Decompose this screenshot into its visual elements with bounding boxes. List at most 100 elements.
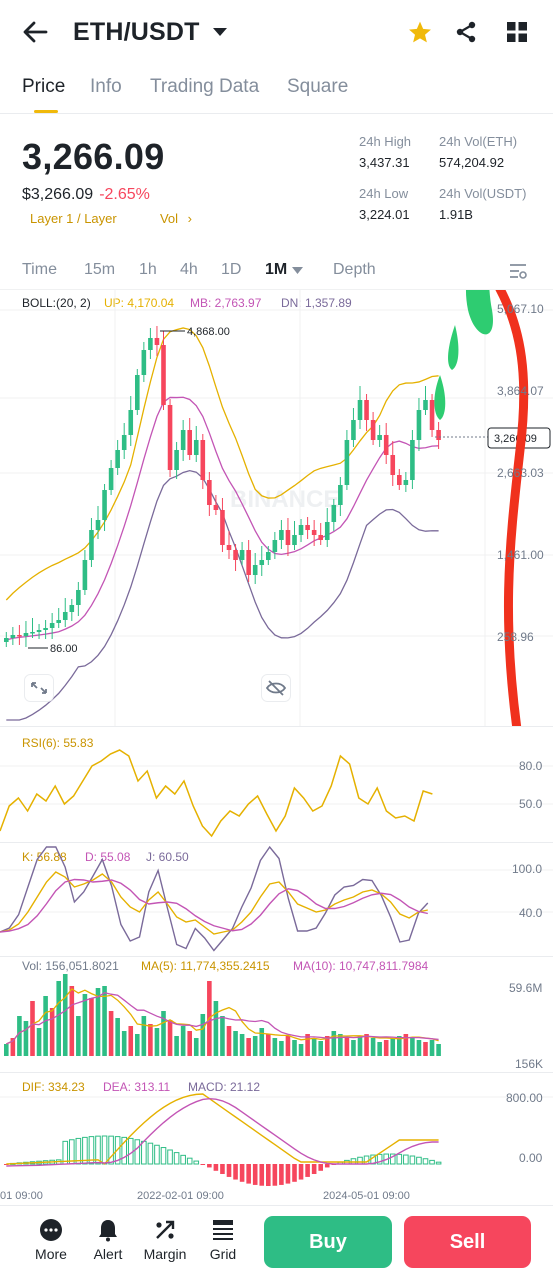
candle <box>187 430 192 455</box>
boll-mb-label: MB: 2,763.97 <box>190 296 262 310</box>
volume-bar <box>246 1038 251 1056</box>
rsi-chart[interactable] <box>0 726 553 842</box>
boll-params-label: BOLL:(20, 2) <box>22 296 91 310</box>
candle <box>17 635 22 637</box>
share-icon[interactable] <box>454 20 478 44</box>
panel-divider <box>0 842 553 843</box>
tab-trading-data[interactable]: Trading Data <box>150 76 260 97</box>
candle <box>108 468 114 490</box>
candle <box>180 430 186 450</box>
volume-bar <box>259 1028 265 1056</box>
macd-bar <box>292 1164 297 1182</box>
volume-bar <box>213 1001 219 1056</box>
candle <box>279 530 284 540</box>
pair-title[interactable]: ETH/USDT <box>73 18 200 46</box>
chart-settings-icon[interactable] <box>508 261 528 281</box>
timeframe-1d[interactable]: 1D <box>221 261 242 278</box>
sell-button[interactable]: Sell <box>404 1216 531 1268</box>
bell-icon <box>99 1220 117 1242</box>
volume-bar <box>135 1034 140 1056</box>
macd-bar <box>363 1155 370 1165</box>
candle <box>344 440 350 485</box>
macd-bar <box>422 1158 429 1165</box>
candle <box>49 623 55 628</box>
candle <box>403 480 409 485</box>
timeframe-depth[interactable]: Depth <box>333 261 376 278</box>
candle <box>305 525 310 530</box>
candle <box>351 420 356 440</box>
candle <box>121 435 127 450</box>
volume-bar <box>292 1040 297 1056</box>
volume-bar <box>76 1016 81 1056</box>
timeframe-15m[interactable]: 15m <box>84 261 116 278</box>
macd-bar <box>279 1164 284 1185</box>
candle <box>193 440 199 455</box>
macd-bar <box>213 1164 219 1171</box>
candle <box>252 565 258 575</box>
tab-info[interactable]: Info <box>90 76 122 97</box>
macd-bar <box>272 1164 278 1186</box>
tag-vol[interactable]: Vol <box>159 211 179 226</box>
macd-bar <box>226 1164 232 1177</box>
buy-button[interactable]: Buy <box>264 1216 392 1268</box>
candle <box>167 405 173 470</box>
volume-bar <box>69 986 75 1056</box>
volume-bar <box>102 986 107 1056</box>
candle <box>318 535 323 540</box>
tab-square[interactable]: Square <box>287 76 349 97</box>
macd-bar <box>318 1164 323 1171</box>
margin-button[interactable]: Margin <box>140 1218 190 1262</box>
timeframe-time[interactable]: Time <box>22 261 57 278</box>
macd-bar <box>121 1136 128 1165</box>
back-arrow-icon[interactable] <box>22 20 48 44</box>
kdj-chart[interactable] <box>0 842 553 956</box>
macd-dif-label: DIF: 334.23 <box>22 1080 85 1094</box>
timeframe-1h[interactable]: 1h <box>139 261 157 278</box>
last-price-usd-value: $3,266.09 <box>22 186 94 203</box>
candle <box>30 632 35 634</box>
candle <box>207 480 212 505</box>
candle <box>377 435 382 440</box>
candle <box>226 545 232 550</box>
high-value: 3,437.31 <box>359 155 410 170</box>
volume-chart[interactable] <box>0 956 553 1072</box>
expand-icon[interactable] <box>24 674 54 702</box>
tab-price[interactable]: Price <box>22 76 66 97</box>
caret-down-icon[interactable] <box>212 26 228 38</box>
macd-bar <box>285 1164 291 1184</box>
macd-bar <box>160 1147 167 1165</box>
timeframe-1m[interactable]: 1M <box>265 261 288 278</box>
candle <box>102 490 107 520</box>
candle <box>383 435 389 455</box>
last-price: 3,266.09 <box>22 136 165 177</box>
macd-bar <box>186 1157 193 1165</box>
green-drawn-stroke <box>448 325 459 370</box>
macd-chart[interactable] <box>0 1072 553 1188</box>
timeframe-4h[interactable]: 4h <box>180 261 198 278</box>
macd-dif-line <box>6 1093 439 1165</box>
volume-bar <box>4 1044 9 1056</box>
rsi-y-axis-label: 50.0 <box>519 797 543 811</box>
macd-bar <box>266 1164 271 1186</box>
active-tab-indicator <box>34 110 58 113</box>
candlestick-chart[interactable]: BINANCE 4,868.00 86.00 3,266.09 <box>0 290 553 726</box>
macd-bar <box>239 1164 245 1182</box>
high-label: 24h High <box>359 134 412 149</box>
macd-bar <box>154 1144 160 1165</box>
price-change-percent: -2.65% <box>99 186 150 203</box>
tag-category[interactable]: Layer 1 / Layer <box>30 211 117 226</box>
alert-button[interactable]: Alert <box>83 1218 133 1262</box>
candle <box>43 628 48 630</box>
grid-icon[interactable] <box>506 21 528 43</box>
red-drawn-stroke <box>495 290 529 726</box>
candle <box>423 400 428 410</box>
volume-bar <box>279 1041 284 1056</box>
grid-button[interactable]: Grid <box>198 1218 248 1262</box>
rsi-line <box>0 749 433 838</box>
boll-mb-line <box>6 396 439 641</box>
tag-row: Layer 1 / Layer Vol › <box>30 211 192 226</box>
more-button[interactable]: More <box>26 1218 76 1262</box>
hide-indicators-icon[interactable] <box>261 674 291 702</box>
volume-bar <box>370 1038 376 1056</box>
star-icon[interactable] <box>407 20 433 45</box>
